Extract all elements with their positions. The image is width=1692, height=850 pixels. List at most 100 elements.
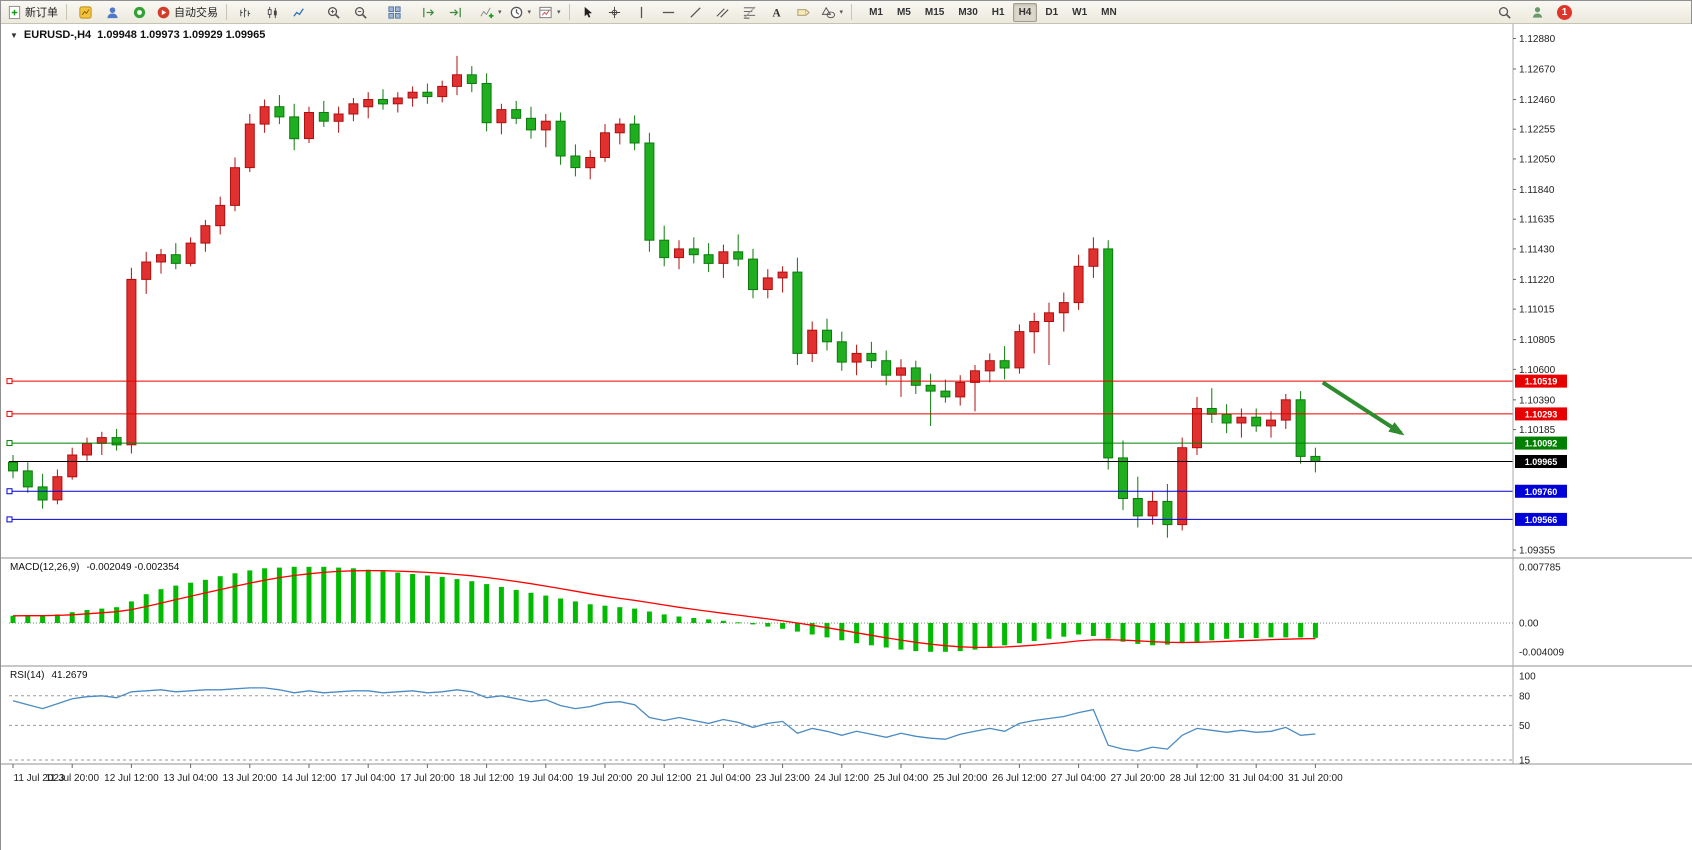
channel-button[interactable] — [710, 2, 736, 22]
price-axis-tick: 1.11430 — [1519, 244, 1555, 255]
time-axis-label: 18 Jul 12:00 — [459, 773, 514, 784]
timeframe-button-W1[interactable]: W1 — [1072, 6, 1088, 18]
chart-title: ▼ EURUSD-,H4 1.09948 1.09973 1.09929 1.0… — [10, 29, 265, 41]
trendline-icon — [690, 6, 701, 18]
time-axis-label: 24 Jul 12:00 — [815, 773, 870, 784]
search-button[interactable] — [1491, 2, 1517, 22]
price-axis-tick: 1.12670 — [1519, 64, 1556, 75]
time-axis-label: 17 Jul 20:00 — [400, 773, 455, 784]
new-order-button[interactable]: 新订单 — [4, 2, 61, 22]
price-axis-tick: 1.10185 — [1519, 425, 1556, 436]
account-icon — [1532, 6, 1542, 18]
price-axis-tick: 1.10805 — [1519, 335, 1556, 346]
autotrade-button-label: 自动交易 — [174, 7, 218, 19]
time-axis-label: 13 Jul 20:00 — [223, 773, 278, 784]
time-axis-label: 19 Jul 20:00 — [578, 773, 633, 784]
crosshair-button[interactable] — [602, 2, 628, 22]
rsi-line — [12, 687, 1316, 752]
market-watch-button[interactable] — [72, 2, 98, 22]
horizontal-line[interactable]: 1.10519 — [6, 374, 1567, 388]
price-axis-tick: 1.11015 — [1519, 305, 1555, 316]
one-click-trading-toggle-icon[interactable]: ▼ — [10, 30, 18, 40]
rsi-axis-tick: 50 — [1519, 721, 1531, 732]
price-line-label: 1.10092 — [1525, 439, 1558, 449]
notification-badge[interactable]: 1 — [1557, 4, 1572, 20]
periods-button[interactable]: ▾ — [506, 2, 535, 22]
time-axis-label: 14 Jul 12:00 — [282, 773, 337, 784]
price-line-label: 1.09760 — [1525, 487, 1558, 497]
account-button[interactable] — [1524, 2, 1550, 22]
text-button[interactable]: A — [764, 2, 790, 22]
tile-windows-icon — [387, 5, 401, 19]
rsi-label: RSI(14) — [10, 670, 45, 681]
zoom-out-icon — [354, 6, 367, 19]
zoom-in-button[interactable] — [320, 2, 346, 22]
bar-chart-button[interactable] — [232, 2, 258, 22]
timeframe-button-M30[interactable]: M30 — [958, 6, 978, 18]
hline-icon — [662, 11, 675, 13]
bar-chart-icon — [239, 7, 250, 17]
chevron-down-icon: ▾ — [557, 9, 561, 16]
label-button[interactable] — [791, 2, 817, 22]
time-axis-label: 19 Jul 04:00 — [519, 773, 574, 784]
price-axis-tick: 1.12880 — [1519, 34, 1556, 45]
zoom-out-button[interactable] — [347, 2, 373, 22]
channel-icon — [716, 7, 729, 18]
macd-axis-tick: 0.007785 — [1519, 562, 1561, 573]
chart-area[interactable]: 1.10519 1.10293 1.10092 1.09760 1.09566 1.099… — [1, 24, 1692, 850]
new-order-icon — [8, 5, 21, 19]
community-button[interactable] — [126, 2, 152, 22]
rsi-value: 41.2679 — [51, 670, 88, 681]
time-axis-label: 31 Jul 04:00 — [1229, 773, 1284, 784]
price-axis-tick: 1.10390 — [1519, 395, 1556, 406]
timeframe-button-MN[interactable]: MN — [1101, 6, 1117, 18]
search-icon — [1498, 6, 1511, 19]
crosshair-icon — [608, 6, 621, 18]
time-axis-label: 25 Jul 20:00 — [933, 773, 988, 784]
price-line-label: 1.09566 — [1525, 515, 1558, 525]
autotrade-button[interactable]: 自动交易 — [153, 2, 221, 22]
timeframe-button-M5[interactable]: M5 — [896, 6, 911, 18]
timeframe-button-M15[interactable]: M15 — [924, 6, 945, 18]
trend-arrow[interactable] — [1321, 380, 1405, 436]
bid-price-line: 1.09965 — [9, 455, 1567, 469]
shapes-button[interactable]: ▾ — [818, 2, 847, 22]
rsi-axis-tick: 80 — [1519, 691, 1531, 702]
candlestick-chart-button[interactable] — [259, 2, 285, 22]
horizontal-line[interactable]: 1.10293 — [6, 407, 1567, 421]
chart-canvas[interactable]: 1.10519 1.10293 1.10092 1.09760 1.09566 1.099… — [1, 24, 1692, 850]
chevron-down-icon: ▾ — [498, 9, 502, 16]
price-axis[interactable]: 1.12880 1.12670 1.12460 1.12255 1.12050 1.118… — [1513, 34, 1556, 557]
chart-shift-button[interactable] — [415, 2, 441, 22]
timeframe-button-H4[interactable]: H4 — [1012, 2, 1038, 22]
chevron-down-icon: ▾ — [527, 9, 532, 16]
timeframe-button-D1[interactable]: D1 — [1045, 6, 1059, 18]
vertical-line-button[interactable] — [629, 2, 655, 22]
horizontal-line[interactable]: 1.09566 — [6, 512, 1567, 526]
time-axis-label: 12 Jul 12:00 — [104, 773, 159, 784]
horizontal-line-button[interactable] — [656, 2, 682, 22]
line-chart-button[interactable] — [286, 2, 312, 22]
price-line-label: 1.10519 — [1525, 377, 1558, 387]
auto-scroll-button[interactable] — [442, 2, 468, 22]
chart-shift-icon — [422, 7, 434, 17]
indicators-button[interactable]: ▾ — [476, 2, 505, 22]
timeframe-button-H1[interactable]: H1 — [991, 6, 1005, 18]
tile-windows-button[interactable] — [381, 2, 407, 22]
templates-button[interactable]: ▾ — [535, 2, 564, 22]
candlestick-icon — [267, 6, 277, 18]
cursor-button[interactable] — [575, 2, 601, 22]
timeframe-button-M1[interactable]: M1 — [869, 6, 883, 18]
symbol-period-label: EURUSD-,H4 — [23, 29, 92, 41]
trendline-button[interactable] — [683, 2, 709, 22]
main-toolbar: 新订单 自动交易 ▾ ▾ ▾ A ▾ M1 M5 M15 M30 H1 H4 D1 W1 MN 1 — [1, 1, 1691, 24]
horizontal-line[interactable]: 1.10092 — [6, 436, 1567, 450]
price-axis-tick: 1.11635 — [1519, 215, 1555, 226]
profile-button[interactable] — [99, 2, 125, 22]
time-axis-label: 20 Jul 12:00 — [637, 773, 692, 784]
horizontal-line[interactable]: 1.09760 — [6, 484, 1567, 498]
auto-scroll-icon — [449, 7, 461, 17]
price-axis-tick: 1.09355 — [1519, 546, 1556, 557]
fibonacci-button[interactable] — [737, 2, 763, 22]
